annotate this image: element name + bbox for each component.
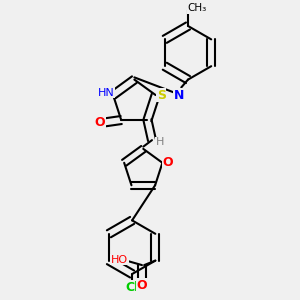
Text: O: O [136,279,147,292]
Text: O: O [95,116,105,129]
Text: H: H [156,137,164,147]
Text: HN: HN [98,88,115,98]
Text: S: S [157,88,166,101]
Text: CH₃: CH₃ [187,3,207,13]
Text: HO: HO [111,254,128,265]
Text: O: O [163,156,173,169]
Text: Cl: Cl [125,281,139,294]
Text: N: N [174,89,184,102]
